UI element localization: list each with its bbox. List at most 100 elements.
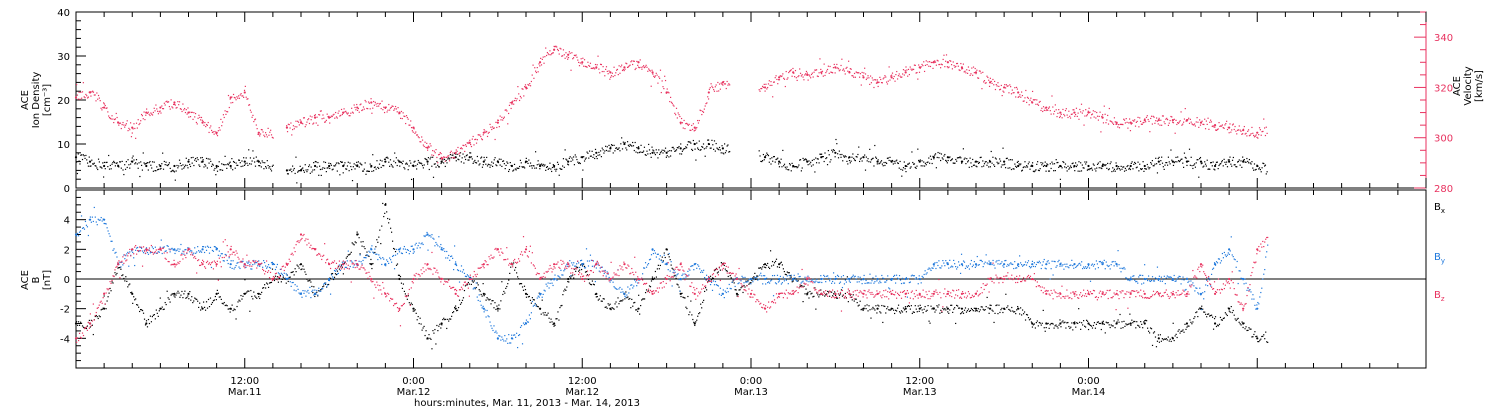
bx-sample — [140, 309, 143, 311]
density-sample — [1092, 163, 1094, 165]
density-sample — [287, 173, 289, 175]
bx-sample — [254, 295, 256, 297]
velocity-sample — [605, 68, 607, 70]
velocity-sample — [811, 72, 813, 74]
density-sample — [449, 153, 451, 156]
bx-point — [145, 322, 148, 325]
velocity-sample — [1251, 126, 1253, 129]
density-sample — [298, 170, 300, 172]
velocity-sample — [443, 156, 446, 158]
velocity-point — [145, 111, 148, 114]
velocity-sample — [647, 70, 649, 72]
velocity-sample — [534, 67, 536, 69]
by-sample — [200, 250, 202, 252]
bx-sample — [1170, 340, 1172, 343]
density-sample — [792, 166, 794, 168]
by-sample — [338, 264, 341, 266]
density-sample — [90, 165, 92, 167]
bx-sample — [340, 264, 342, 266]
bx-sample — [898, 311, 901, 313]
bx-sample — [508, 279, 510, 281]
bx-sample — [506, 285, 508, 288]
density-sample — [1018, 163, 1020, 165]
velocity-sample — [1183, 118, 1186, 120]
density-sample — [510, 165, 512, 167]
by-sample — [399, 247, 402, 249]
velocity-sample — [826, 70, 828, 72]
velocity-sample — [1197, 121, 1199, 123]
bx-sample — [590, 284, 593, 286]
velocity-sample — [695, 128, 697, 130]
velocity-sample — [95, 100, 97, 102]
velocity-sample — [437, 162, 439, 164]
velocity-sample — [962, 63, 964, 65]
density-sample — [302, 167, 304, 169]
by-sample — [362, 259, 364, 262]
density-sample — [999, 160, 1002, 162]
by-sample — [391, 261, 393, 263]
density-sample — [1031, 162, 1034, 164]
by-sample — [208, 252, 211, 254]
bx-sample — [1218, 323, 1221, 325]
density-sample — [911, 151, 913, 153]
by-sample — [129, 251, 131, 253]
bx-sample — [860, 309, 862, 311]
velocity-sample — [1165, 118, 1167, 120]
density-sample — [478, 164, 480, 166]
by-sample — [519, 326, 522, 328]
bx-sample — [736, 295, 738, 297]
bx-sample — [189, 290, 191, 293]
density-sample — [1201, 162, 1203, 164]
bx-sample — [815, 308, 817, 310]
density-sample — [78, 160, 80, 162]
density-sample — [886, 162, 888, 165]
bx-sample — [1213, 318, 1216, 320]
velocity-sample — [826, 68, 829, 71]
density-sample — [427, 163, 429, 165]
bx-sample — [1084, 325, 1086, 327]
by-sample — [530, 312, 532, 314]
velocity-sample — [836, 63, 838, 66]
density-sample — [499, 164, 501, 166]
velocity-sample — [1152, 115, 1154, 117]
bx-sample — [1138, 325, 1140, 327]
bx-sample — [738, 289, 740, 291]
velocity-sample — [997, 82, 999, 84]
bx-sample — [587, 278, 590, 281]
velocity-sample — [196, 123, 198, 125]
velocity-sample — [516, 98, 518, 100]
density-sample — [486, 165, 489, 167]
velocity-sample — [619, 72, 621, 74]
by-sample — [385, 265, 387, 267]
density-sample — [426, 159, 428, 161]
density-sample — [157, 168, 160, 170]
velocity-sample — [105, 107, 107, 110]
bx-sample — [304, 271, 306, 273]
density-sample — [836, 143, 838, 145]
velocity-sample — [874, 79, 876, 81]
bx-sample — [1125, 323, 1127, 325]
velocity-sample — [137, 119, 139, 121]
bx-sample — [233, 308, 235, 310]
velocity-sample — [1092, 110, 1094, 112]
velocity-sample — [514, 97, 516, 99]
density-sample — [333, 165, 335, 167]
density-sample — [1020, 163, 1022, 165]
bx-sample — [1086, 320, 1089, 322]
bx-sample — [849, 294, 851, 296]
bx-sample — [1174, 335, 1176, 337]
bx-sample — [558, 319, 560, 321]
velocity-sample — [888, 66, 890, 68]
velocity-sample — [347, 112, 349, 114]
density-sample — [239, 162, 241, 164]
velocity-sample — [1049, 110, 1051, 112]
velocity-sample — [678, 114, 680, 116]
velocity-sample — [211, 131, 214, 134]
bx-sample — [820, 289, 822, 291]
bx-sample — [289, 276, 291, 278]
density-sample — [405, 163, 407, 165]
bx-sample — [393, 248, 396, 250]
velocity-sample — [510, 107, 512, 110]
velocity-sample — [664, 79, 667, 82]
density-sample — [473, 161, 475, 163]
